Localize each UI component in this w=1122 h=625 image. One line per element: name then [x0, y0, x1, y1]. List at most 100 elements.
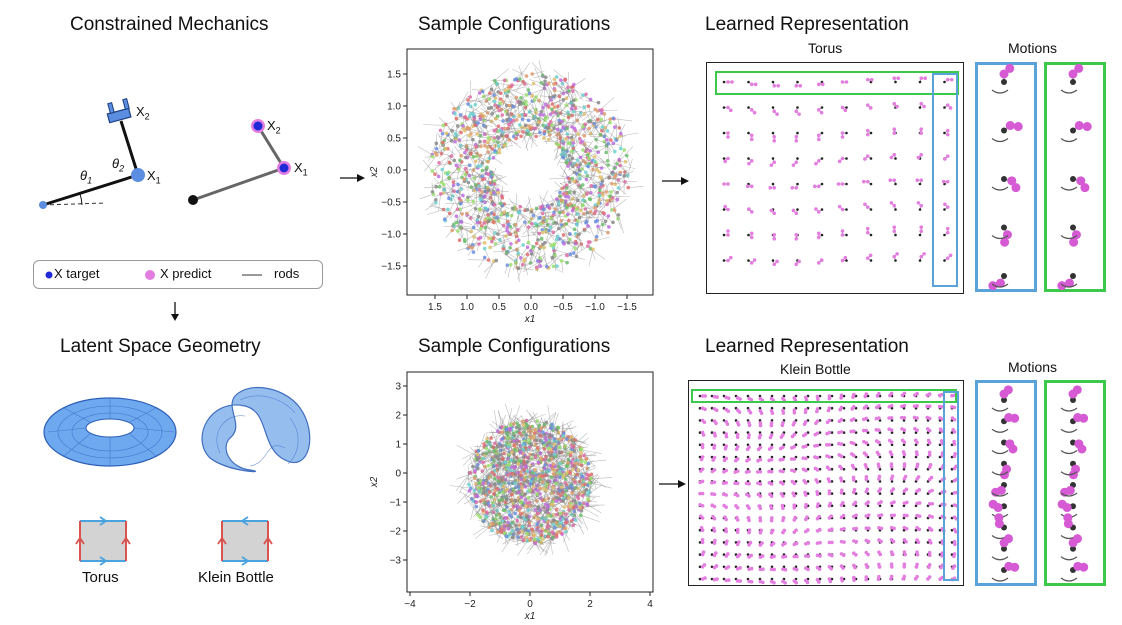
sample-point: [566, 164, 570, 168]
mini-joint: [840, 258, 845, 263]
mini-base: [894, 157, 897, 160]
mini-end: [703, 394, 707, 398]
sample-point: [457, 238, 462, 243]
rod-sample: [563, 437, 577, 444]
rod-sample: [571, 436, 577, 461]
sample-point: [569, 484, 573, 488]
mini-joint: [945, 128, 950, 133]
sample-point: [580, 483, 585, 487]
sample-point: [584, 192, 589, 196]
rod-sample: [524, 251, 534, 260]
sample-point: [541, 430, 545, 435]
rod-sample: [586, 174, 601, 178]
sample-point: [524, 504, 528, 508]
sample-point: [473, 159, 478, 164]
sample-point: [554, 499, 559, 503]
rod-sample: [531, 490, 539, 506]
sample-point: [552, 210, 556, 215]
rod-sample: [554, 106, 573, 115]
sample-point: [566, 461, 570, 465]
grid-cells: [722, 76, 954, 267]
rod-sample: [611, 186, 618, 200]
sample-point: [539, 426, 543, 430]
sample-point: [506, 222, 511, 227]
sample-point: [499, 91, 503, 96]
sample-point: [581, 148, 585, 152]
sample-point: [538, 477, 543, 482]
sample-point: [552, 105, 557, 109]
rod-sample: [569, 91, 574, 104]
rod-sample: [550, 214, 555, 235]
rod-sample: [597, 209, 614, 223]
sample-point: [555, 133, 559, 137]
sample-point: [512, 439, 517, 443]
mini-joint: [726, 131, 730, 135]
sample-point: [471, 250, 476, 254]
rod-sample: [614, 149, 625, 165]
rod-sample: [540, 215, 561, 218]
sample-point: [585, 472, 589, 477]
mini-end: [919, 131, 924, 135]
rod-sample: [616, 182, 627, 193]
rod-sample: [617, 117, 622, 134]
sample-point: [549, 502, 554, 507]
rod-sample: [460, 191, 478, 204]
rod-sample: [486, 472, 499, 478]
rod-sample: [547, 100, 561, 107]
rod-sample: [486, 511, 502, 514]
sample-point: [562, 526, 567, 531]
sample-point: [586, 224, 590, 228]
sample-point: [550, 530, 555, 534]
sample-point: [594, 145, 598, 150]
sample-point: [500, 436, 505, 441]
rod-sample: [419, 193, 434, 200]
sample-point: [586, 240, 591, 244]
sample-point: [493, 488, 498, 493]
mini-end: [723, 204, 727, 209]
sample-point: [475, 132, 480, 136]
sample-point: [486, 501, 491, 505]
sample-point: [574, 163, 579, 167]
mini-base: [796, 182, 799, 186]
sample-point: [493, 148, 497, 153]
rod-sample: [494, 422, 501, 444]
rod-sample: [478, 257, 485, 268]
rod-sample: [444, 209, 457, 220]
rod-sample: [448, 162, 463, 179]
sample-point: [505, 118, 509, 122]
sample-point: [493, 96, 498, 100]
mini-base: [722, 131, 726, 135]
rod-sample: [627, 159, 633, 176]
sample-point: [489, 174, 493, 179]
mini-joint: [945, 205, 950, 209]
mini-base: [771, 80, 775, 84]
sample-point: [504, 427, 509, 432]
mini-joint: [749, 210, 754, 214]
sample-point: [463, 239, 467, 244]
rod-sample: [494, 193, 506, 206]
sample-point: [597, 170, 602, 174]
sample-point: [451, 180, 456, 184]
rod-sample: [511, 447, 516, 468]
rod-sample: [533, 204, 540, 216]
sample-point: [508, 245, 512, 250]
rod-sample: [490, 240, 508, 248]
rod-sample: [599, 219, 610, 228]
rod-sample: [513, 473, 527, 482]
sample-point: [563, 77, 568, 82]
rod-sample: [524, 260, 538, 266]
mini-base: [869, 208, 873, 211]
predict-marker-icon: [145, 270, 155, 280]
sample-point: [584, 177, 589, 182]
rod-sample: [506, 417, 517, 428]
mini-base: [845, 106, 848, 109]
mini-joint: [816, 82, 821, 87]
rod-sample: [581, 123, 594, 137]
rod-sample: [477, 136, 489, 139]
sample-point: [528, 538, 532, 542]
sample-point: [505, 505, 509, 509]
sample-point: [525, 128, 530, 133]
rod-sample: [587, 485, 602, 495]
rod-sample: [535, 543, 549, 554]
sample-point: [569, 504, 573, 508]
